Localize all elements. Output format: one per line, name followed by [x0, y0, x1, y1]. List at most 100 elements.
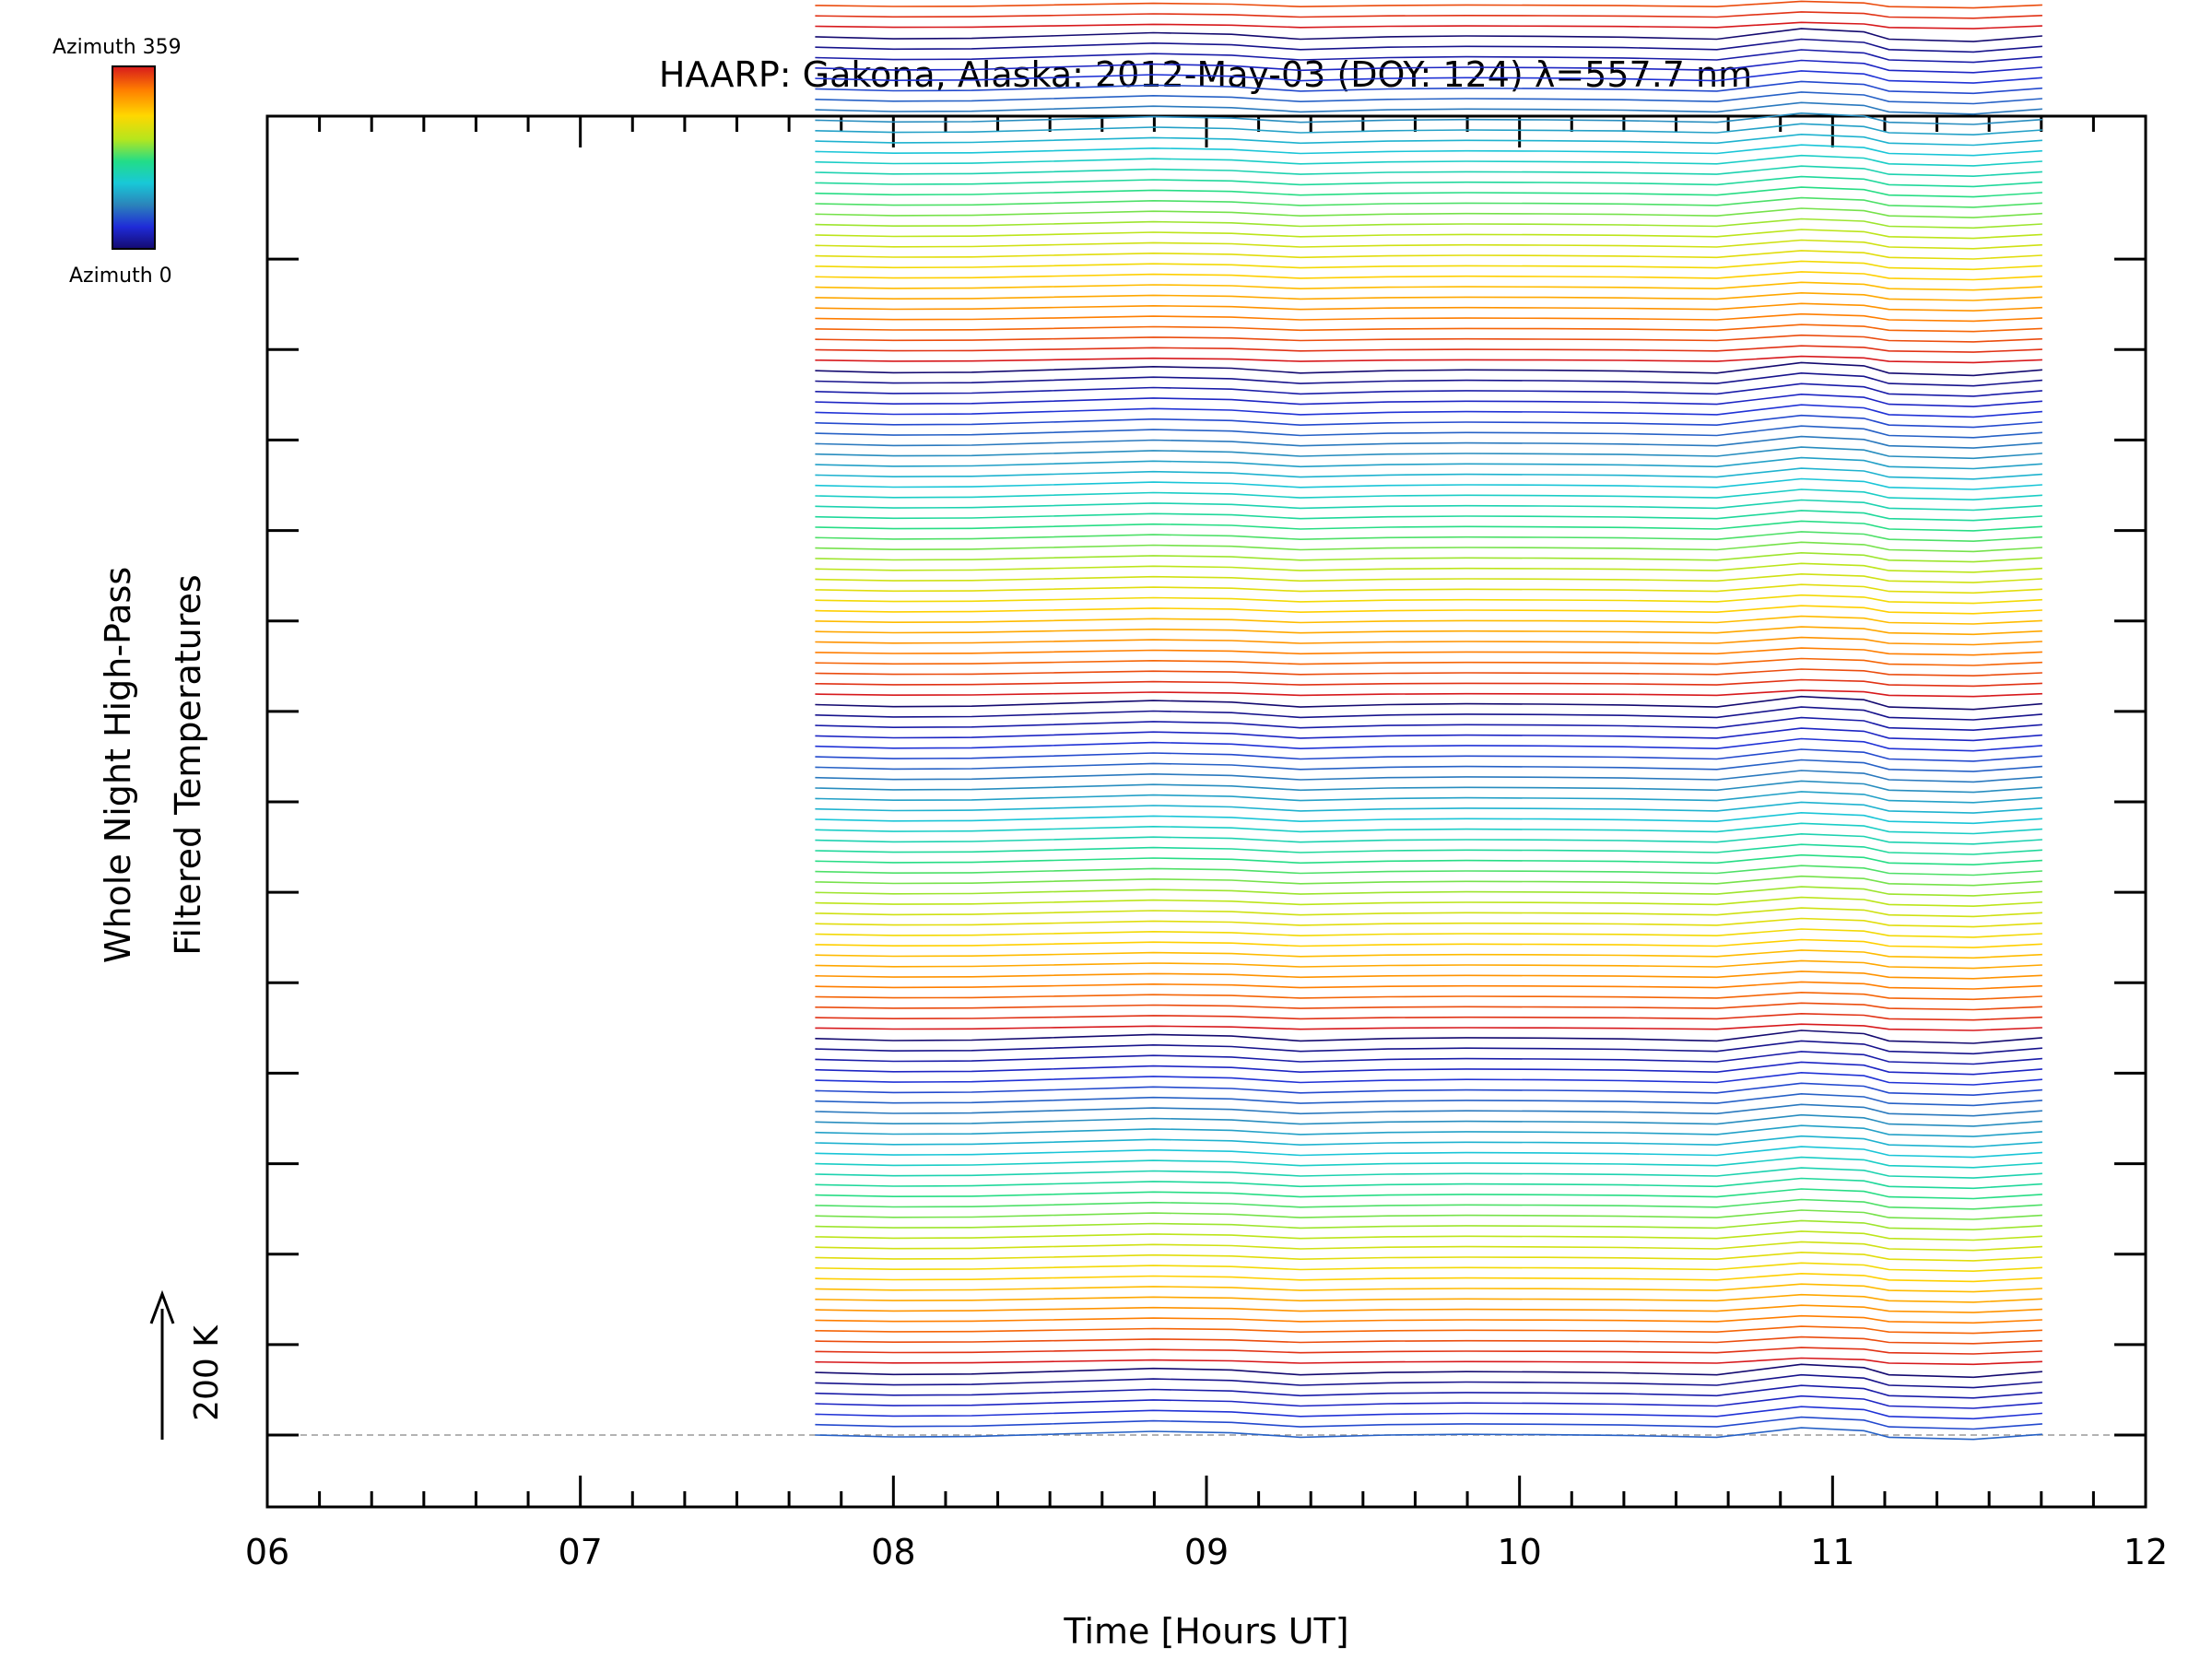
series-line [815, 748, 2042, 762]
series-line [815, 382, 2042, 397]
series-line [815, 780, 2042, 794]
series-line [815, 49, 2042, 64]
series-line [815, 11, 2042, 19]
series-line [815, 133, 2042, 147]
series-line [815, 1188, 2042, 1200]
series-line [815, 1427, 2042, 1441]
series-line [815, 551, 2042, 563]
series-line [815, 281, 2042, 291]
series-line [815, 271, 2042, 281]
series-line [815, 678, 2042, 688]
series-line [815, 334, 2042, 343]
series-line [815, 1002, 2042, 1011]
series-line [815, 853, 2042, 866]
series-line [815, 1293, 2042, 1303]
series-line [815, 636, 2042, 646]
series-line [815, 345, 2042, 353]
series-line [815, 981, 2042, 990]
series-line [815, 896, 2042, 908]
x-axis-ticks [265, 116, 2147, 1507]
series-line [815, 467, 2042, 480]
series-line [815, 414, 2042, 429]
series-line [815, 959, 2042, 970]
series-line [815, 865, 2042, 877]
series-line [815, 1272, 2042, 1283]
series-line [815, 520, 2042, 532]
series-line [815, 393, 2042, 407]
series-line [815, 1198, 2042, 1210]
scale-bar-arrow-head [149, 1289, 175, 1324]
x-tick-label: 10 [1497, 1532, 1541, 1572]
series-line [815, 1146, 2042, 1159]
series-line [815, 250, 2042, 260]
x-tick-label: 06 [245, 1532, 289, 1572]
series-line [815, 218, 2042, 229]
series-line [815, 759, 2042, 772]
series-line [815, 207, 2042, 218]
colorbar-bottom-label: Azimuth 0 [69, 265, 172, 288]
series-line [815, 425, 2042, 439]
series-line [815, 165, 2042, 178]
colorbar-top-label: Azimuth 359 [53, 36, 182, 59]
series-line [815, 1040, 2042, 1055]
series-line [815, 1283, 2042, 1293]
series-line [815, 446, 2042, 460]
series-line [815, 21, 2042, 29]
series-line [815, 626, 2042, 636]
series-line [815, 371, 2042, 387]
series-line [815, 229, 2042, 240]
series-line [815, 668, 2042, 677]
series-line [815, 727, 2042, 742]
series-line [815, 770, 2042, 783]
colorbar [112, 65, 156, 250]
series-line [815, 1113, 2042, 1127]
series-line [815, 843, 2042, 855]
series-line [815, 456, 2042, 470]
series-line [815, 324, 2042, 333]
series-line [815, 1071, 2042, 1086]
series-line [815, 1335, 2042, 1345]
series-line [815, 435, 2042, 449]
series-line [815, 1012, 2042, 1021]
series-line [815, 0, 2042, 9]
series-line [815, 1156, 2042, 1169]
series-line [815, 928, 2042, 938]
series-line [815, 1304, 2042, 1313]
series-line [815, 562, 2042, 573]
series-line [815, 291, 2042, 301]
series-line [815, 355, 2042, 364]
series-line [815, 657, 2042, 666]
series-line [815, 605, 2042, 615]
series-line [815, 832, 2042, 845]
series-line [815, 615, 2042, 625]
series-line [815, 1177, 2042, 1190]
scale-bar-label: 200 K [188, 1324, 226, 1421]
series-line [815, 1209, 2042, 1220]
series-line [815, 531, 2042, 543]
series-line [815, 1023, 2042, 1031]
series-line [815, 1241, 2042, 1252]
series-group [815, 0, 2042, 1441]
series-line [815, 1384, 2042, 1399]
x-tick-label: 07 [558, 1532, 602, 1572]
series-line [815, 1373, 2042, 1389]
x-tick-labels: 06 07 08 09 10 11 12 [245, 1532, 2168, 1572]
series-line [815, 1219, 2042, 1231]
series-line [815, 80, 2042, 95]
series-line [815, 361, 2042, 377]
x-tick-label: 08 [871, 1532, 915, 1572]
series-line [815, 1251, 2042, 1262]
series-line [815, 196, 2042, 208]
series-line [815, 1325, 2042, 1335]
series-line [815, 499, 2042, 512]
series-line [815, 971, 2042, 980]
series-line [815, 1124, 2042, 1137]
series-line [815, 28, 2042, 42]
series-line [815, 594, 2042, 605]
series-line [815, 938, 2042, 948]
series-line [815, 144, 2042, 157]
series-line [815, 1082, 2042, 1097]
series-line [815, 1357, 2042, 1366]
series-line [815, 949, 2042, 959]
series-line [815, 1061, 2042, 1076]
